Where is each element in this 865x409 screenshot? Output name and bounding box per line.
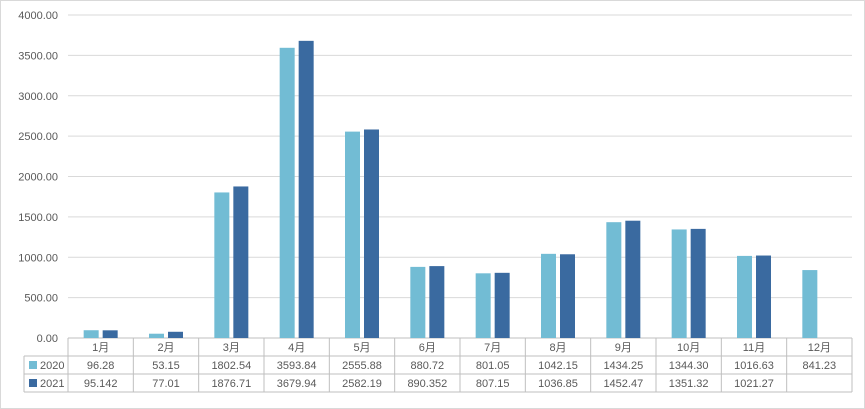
- x-tick-label: 1月: [92, 342, 109, 354]
- bar-2020-9: [606, 222, 622, 338]
- legend-label: 2020: [40, 360, 64, 372]
- data-label: 96.28: [87, 360, 115, 372]
- x-tick-label: 12月: [808, 342, 831, 354]
- x-tick-label: 8月: [549, 342, 566, 354]
- data-label: 1344.30: [669, 360, 709, 372]
- x-tick-label: 11月: [743, 342, 765, 354]
- bar-2020-8: [541, 253, 556, 338]
- bar-2020-6: [410, 266, 426, 338]
- bar-2020-2: [149, 333, 164, 338]
- data-label: 1351.32: [669, 378, 709, 390]
- data-label: 880.72: [411, 360, 445, 372]
- bar-2021-8: [560, 254, 575, 338]
- y-tick-label: 2500.00: [18, 131, 58, 143]
- x-tick-label: 5月: [353, 342, 370, 354]
- legend-label: 2021: [40, 378, 64, 390]
- bar-2020-1: [83, 330, 99, 338]
- y-tick-label: 4000.00: [18, 10, 58, 22]
- bar-2021-6: [429, 266, 445, 338]
- x-tick-label: 3月: [223, 342, 240, 354]
- x-tick-label: 4月: [288, 342, 305, 354]
- data-label: 1876.71: [211, 378, 251, 390]
- y-tick-label: 0.00: [37, 333, 58, 345]
- bar-2020-7: [475, 273, 491, 338]
- bar-2020-3: [214, 192, 230, 338]
- y-tick-label: 2000.00: [18, 172, 58, 184]
- bar-2021-9: [625, 220, 641, 338]
- bar-2021-10: [690, 228, 706, 338]
- bar-2020-10: [671, 229, 687, 338]
- y-tick-label: 3500.00: [18, 50, 58, 62]
- bar-2021-2: [168, 331, 183, 338]
- legend-swatch-2021: [29, 379, 37, 387]
- bar-2021-3: [233, 186, 249, 338]
- data-label: 1016.63: [734, 360, 774, 372]
- x-tick-label: 7月: [484, 342, 501, 354]
- data-label: 95.142: [84, 378, 118, 390]
- data-label: 3679.94: [277, 378, 317, 390]
- data-label: 1434.25: [603, 360, 643, 372]
- y-tick-label: 500.00: [24, 293, 58, 305]
- bar-2020-5: [345, 131, 360, 338]
- x-tick-label: 2月: [157, 342, 174, 354]
- y-tick-label: 1000.00: [18, 252, 58, 264]
- data-label: 77.01: [152, 378, 180, 390]
- data-label: 53.15: [152, 360, 180, 372]
- x-tick-label: 9月: [615, 342, 632, 354]
- bar-2021-1: [102, 330, 118, 338]
- data-label: 801.05: [476, 360, 510, 372]
- data-label: 1802.54: [211, 360, 251, 372]
- bar-2021-11: [756, 255, 771, 338]
- bar-2020-12: [802, 270, 818, 338]
- data-label: 807.15: [476, 378, 510, 390]
- data-label: 890.352: [407, 378, 447, 390]
- data-label: 1036.85: [538, 378, 578, 390]
- bar-2020-4: [279, 47, 295, 338]
- data-label: 3593.84: [277, 360, 317, 372]
- bar-2021-7: [494, 272, 510, 338]
- y-tick-label: 1500.00: [18, 212, 58, 224]
- data-label: 1021.27: [734, 378, 774, 390]
- data-label: 2555.88: [342, 360, 382, 372]
- legend-swatch-2020: [29, 361, 37, 369]
- data-label: 1452.47: [603, 378, 643, 390]
- bar-2021-4: [298, 40, 314, 338]
- data-label: 1042.15: [538, 360, 578, 372]
- x-tick-label: 10月: [677, 342, 700, 354]
- data-label: 2582.19: [342, 378, 382, 390]
- data-label: 841.23: [803, 360, 837, 372]
- bar-2021-5: [364, 129, 379, 338]
- bar-2020-11: [737, 255, 752, 338]
- y-tick-label: 3000.00: [18, 91, 58, 103]
- x-tick-label: 6月: [419, 342, 436, 354]
